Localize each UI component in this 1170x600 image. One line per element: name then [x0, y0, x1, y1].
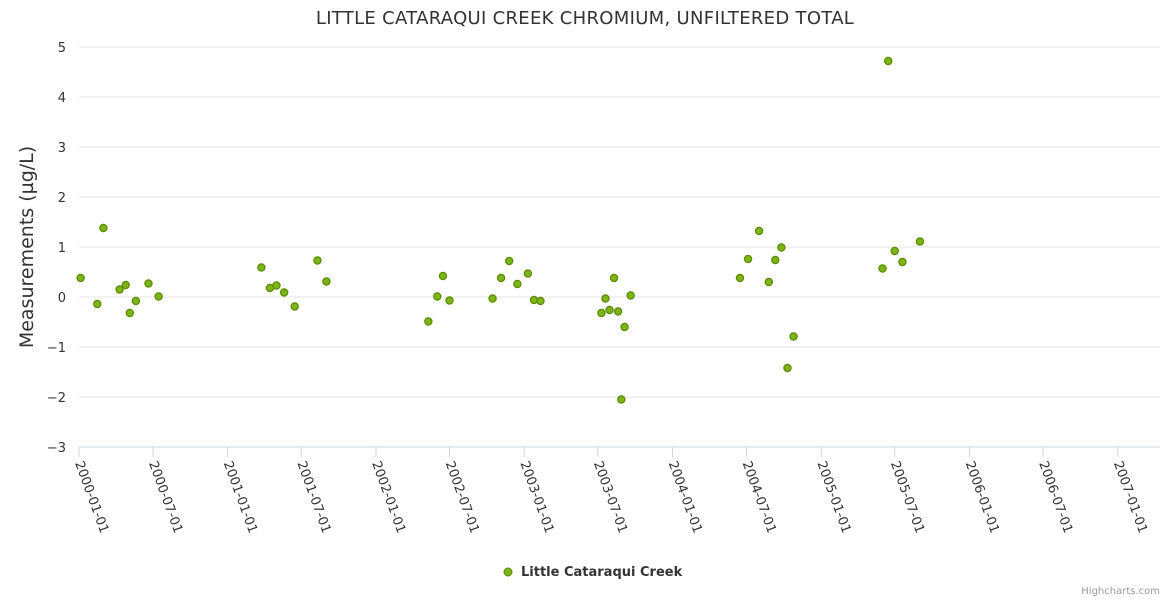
grid-lines	[79, 46, 1160, 398]
credits-link[interactable]: Highcharts.com	[1081, 586, 1160, 597]
data-point[interactable]	[597, 308, 606, 318]
data-point[interactable]	[915, 237, 925, 246]
y-tick-label: −2	[47, 391, 66, 406]
data-point[interactable]	[605, 305, 614, 315]
chart-title: LITTLE CATARAQUI CREEK CHROMIUM, UNFILTE…	[316, 8, 854, 29]
data-point[interactable]	[620, 322, 629, 332]
data-point[interactable]	[777, 243, 786, 252]
data-point[interactable]	[433, 292, 442, 301]
data-point[interactable]	[93, 299, 102, 309]
data-point[interactable]	[496, 273, 506, 283]
data-point[interactable]	[144, 279, 153, 288]
data-point[interactable]	[125, 308, 134, 318]
y-tick-label: −3	[47, 441, 66, 456]
legend-marker	[503, 567, 513, 577]
data-point[interactable]	[523, 269, 533, 278]
data-point[interactable]	[99, 223, 108, 233]
data-point[interactable]	[764, 277, 773, 287]
data-point[interactable]	[279, 288, 289, 297]
data-point[interactable]	[783, 363, 792, 373]
data-point[interactable]	[505, 256, 514, 266]
data-point[interactable]	[536, 296, 545, 306]
data-point[interactable]	[438, 271, 448, 281]
data-point[interactable]	[743, 254, 753, 264]
data-point[interactable]	[754, 226, 764, 236]
data-point[interactable]	[613, 307, 623, 316]
data-point[interactable]	[445, 296, 454, 305]
y-tick-label: 4	[58, 91, 66, 106]
data-point[interactable]	[513, 279, 522, 289]
data-point[interactable]	[424, 317, 433, 326]
y-tick-label: 3	[58, 141, 66, 156]
data-point[interactable]	[322, 277, 331, 286]
y-axis-label: Measurements (µg/L)	[16, 146, 38, 348]
data-point[interactable]	[890, 246, 899, 256]
legend-label[interactable]: Little Cataraqui Creek	[521, 565, 683, 580]
data-point[interactable]	[115, 285, 124, 294]
data-point[interactable]	[878, 264, 887, 273]
data-point[interactable]	[272, 281, 281, 290]
y-tick-label: 2	[58, 191, 66, 206]
data-point[interactable]	[898, 257, 907, 267]
legend[interactable]: Little Cataraqui Creek	[503, 565, 683, 580]
series-little-cataraqui-creek[interactable]	[76, 56, 925, 404]
y-tick-label: 1	[58, 241, 66, 256]
data-point[interactable]	[488, 294, 497, 303]
data-point[interactable]	[609, 273, 619, 283]
data-point[interactable]	[76, 273, 85, 283]
data-point[interactable]	[789, 332, 798, 341]
data-point[interactable]	[290, 302, 299, 311]
data-point[interactable]	[771, 255, 780, 265]
y-tick-label: 0	[58, 291, 66, 306]
data-point[interactable]	[257, 263, 266, 272]
data-point[interactable]	[617, 395, 626, 404]
data-point[interactable]	[735, 273, 745, 283]
data-point[interactable]	[884, 56, 893, 66]
data-point[interactable]	[313, 256, 322, 265]
y-axis-tick-labels: −3 −2 −1 0 1 2 3 4 5	[47, 41, 66, 456]
data-point[interactable]	[121, 280, 130, 290]
data-point[interactable]	[601, 294, 610, 303]
data-point[interactable]	[131, 296, 141, 306]
data-point[interactable]	[154, 292, 163, 301]
data-point[interactable]	[626, 291, 635, 300]
y-tick-label: −1	[47, 341, 66, 356]
y-tick-label: 5	[58, 41, 66, 56]
